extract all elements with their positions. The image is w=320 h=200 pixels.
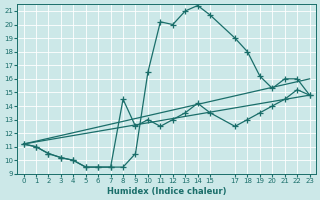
X-axis label: Humidex (Indice chaleur): Humidex (Indice chaleur) [107,187,226,196]
